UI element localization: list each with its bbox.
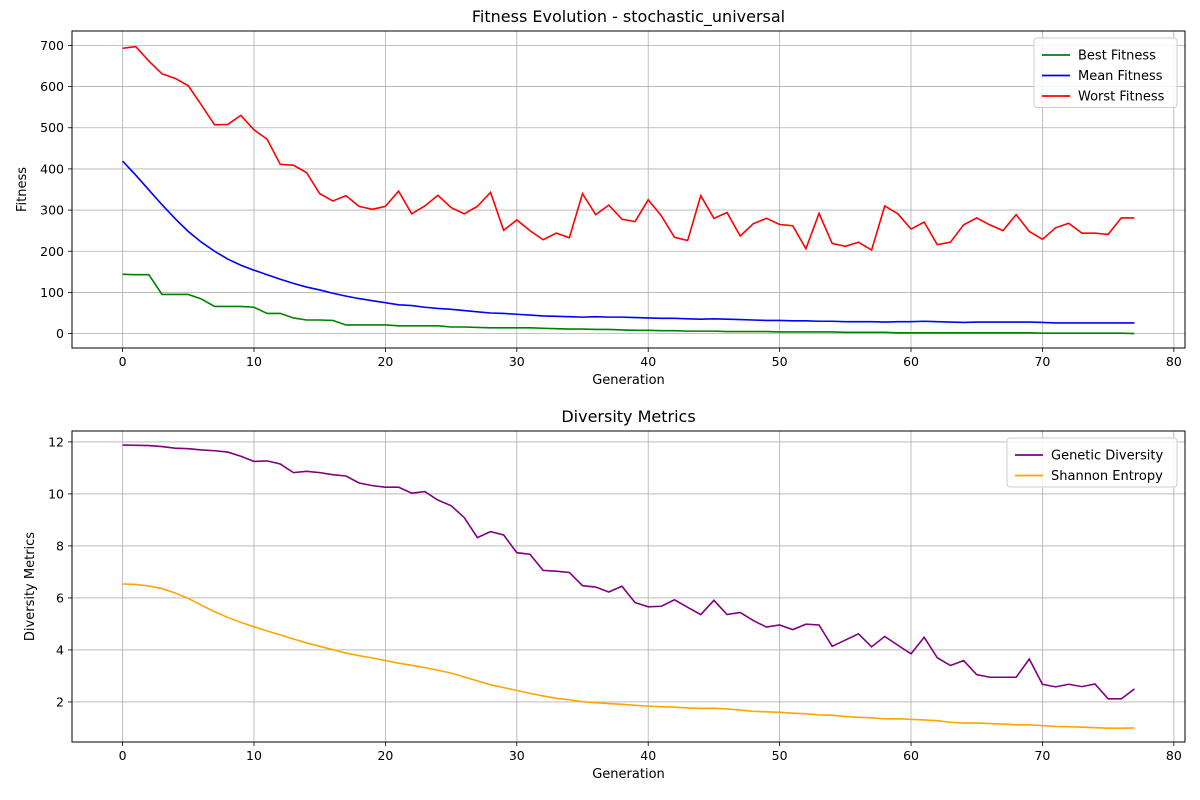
x-tick-label: 20 <box>377 748 393 763</box>
legend-entry: Genetic Diversity <box>1051 449 1163 464</box>
subplot-1: 0 10 20 30 40 50 60 70 80 0 100 200 300 400 500 600 700 F… <box>15 7 1186 388</box>
y-axis-label: Fitness <box>15 167 30 212</box>
x-tick-label: 30 <box>509 354 525 369</box>
y-tick-label: 4 <box>56 642 64 657</box>
subplot-2: 0 10 20 30 40 50 60 70 80 2 4 6 8 10 12 Diversity Metri… <box>23 407 1186 782</box>
legend: Best Fitness Mean Fitness Worst Fitness <box>1033 37 1178 108</box>
x-axis-label: Generation <box>592 373 665 388</box>
y-tick-label: 700 <box>40 38 64 53</box>
y-tick-label: 300 <box>40 203 64 218</box>
series-line-genetic-diversity <box>122 444 1135 700</box>
y-tick-label: 8 <box>56 538 64 553</box>
x-tick-label: 50 <box>772 354 788 369</box>
x-tick-label: 80 <box>1166 354 1182 369</box>
x-tick-label: 80 <box>1166 748 1182 763</box>
axes-frame <box>71 30 1186 349</box>
series-line-shannon-entropy <box>122 583 1135 730</box>
y-axis-label: Diversity Metrics <box>23 532 38 641</box>
x-tick-label: 70 <box>1034 748 1050 763</box>
y-tick-label: 0 <box>56 326 64 341</box>
x-axis-label: Generation <box>592 767 665 782</box>
series-line-best-fitness <box>122 273 1135 335</box>
series-line-mean-fitness <box>122 160 1135 324</box>
legend-box <box>1006 437 1178 488</box>
chart-title: Diversity Metrics <box>561 407 695 426</box>
legend-entry: Shannon Entropy <box>1051 469 1163 484</box>
x-tick-label: 60 <box>903 748 919 763</box>
y-tick-label: 600 <box>40 79 64 94</box>
x-tick-label: 10 <box>246 748 262 763</box>
x-tick-label: 40 <box>640 748 656 763</box>
x-tick-label: 0 <box>119 748 127 763</box>
y-tick-label: 500 <box>40 120 64 135</box>
x-tick-label: 10 <box>246 354 262 369</box>
y-tick-label: 10 <box>48 486 64 501</box>
axes-frame <box>71 430 1186 743</box>
x-tick-label: 40 <box>640 354 656 369</box>
y-tick-label: 6 <box>56 590 64 605</box>
y-tick-label: 100 <box>40 285 64 300</box>
y-tick-label: 12 <box>48 434 64 449</box>
series-line-worst-fitness <box>122 45 1135 252</box>
x-tick-label: 60 <box>903 354 919 369</box>
y-tick-label: 2 <box>56 694 64 709</box>
x-tick-label: 0 <box>119 354 127 369</box>
legend-entry: Worst Fitness <box>1078 90 1165 105</box>
x-tick-label: 20 <box>377 354 393 369</box>
y-tick-label: 200 <box>40 244 64 259</box>
legend-entry: Mean Fitness <box>1078 69 1163 84</box>
chart-title: Fitness Evolution - stochastic_universal <box>472 7 785 27</box>
x-tick-label: 50 <box>772 748 788 763</box>
legend-entry: Best Fitness <box>1078 49 1156 64</box>
y-tick-label: 400 <box>40 161 64 176</box>
legend: Genetic Diversity Shannon Entropy <box>1006 437 1178 488</box>
x-tick-label: 70 <box>1034 354 1050 369</box>
x-tick-label: 30 <box>509 748 525 763</box>
